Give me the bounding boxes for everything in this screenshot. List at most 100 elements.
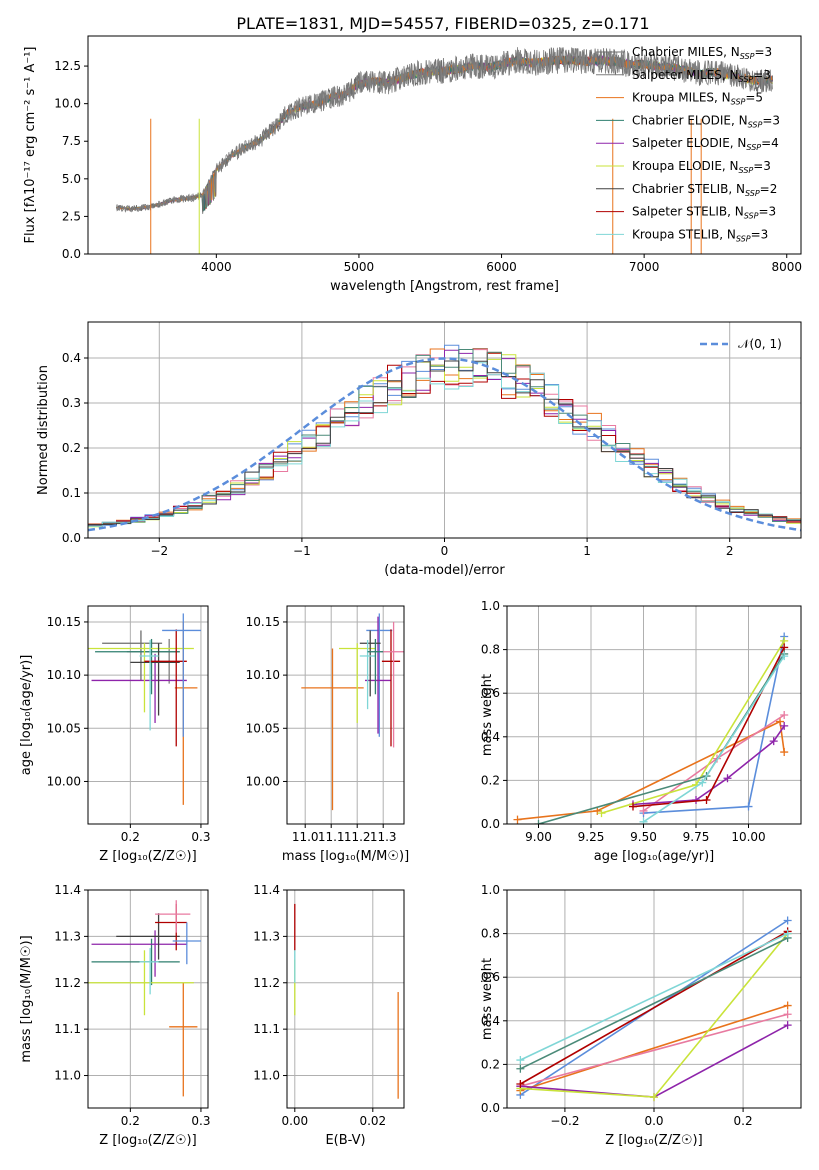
x-tick-label: 4000 [201,260,232,274]
legend-count: =3 [762,113,780,127]
legend-count: =4 [761,136,779,150]
plot-area [301,613,404,811]
massweight-vs-Z-panel: −0.2 0.0 0.2 0.0 0.2 0.4 0.6 0.8 1.0 Z [log₁₀(Z/Z… [480,883,802,1148]
plot-area [88,344,801,532]
x-tick-label: 11.1 [318,830,345,844]
y-tick-label: 10.15 [246,615,280,629]
y-tick-label: 10.0 [54,97,81,111]
legend-subscript: SSP [736,234,751,243]
mass-weight-marker [629,802,637,811]
spectrum-legend: Chabrier MILES, NSSP=3 Salpeter MILES, NS… [596,45,780,243]
y-tick-label: 0.0 [481,817,500,831]
x-tick-label: 11.3 [370,830,397,844]
y-tick-label: 5.0 [62,172,81,186]
mass-weight-marker [516,1064,525,1073]
legend-count: =2 [760,182,778,196]
y-tick-label: 10.05 [246,721,280,735]
spectrum-line [116,47,773,212]
mass-weight-marker [513,815,522,824]
axes-frame [87,889,209,1109]
x-tick-label: 0.2 [121,1114,140,1128]
mass-weight-line [520,1004,788,1092]
y-tick-label: 11.4 [54,883,81,897]
y-tick-label: 11.3 [253,929,280,943]
legend-subscript: SSP [739,166,754,175]
mass-weight-line [517,720,785,821]
mass-weight-marker [516,1056,525,1065]
y-tick-label: 0.4 [481,1014,500,1028]
y-tick-label: 11.1 [54,1022,81,1036]
x-tick-label: 0 [441,544,449,558]
mass-weight-marker [783,929,792,938]
mass-weight-marker [639,817,648,824]
y-tick-label: 0.2 [481,1057,500,1071]
axes-frame [87,321,802,539]
plot-area [294,903,399,1099]
y-tick-label: 2.5 [62,209,81,223]
x-tick-label: 6000 [486,260,517,274]
axes-frame [286,605,405,825]
y-tick-label: 0.4 [481,730,500,744]
mass-weight-marker [744,802,753,811]
x-axis-label: Z [log₁₀(Z/Z☉)] [99,1133,196,1148]
axes-frame [506,605,802,825]
histogram-series [88,354,801,528]
x-tick-label: 0.0 [644,1114,663,1128]
mass-weight-marker [769,737,778,746]
spectrum-panel: 4000 5000 6000 7000 8000 0.0 2.5 5.0 7.5 10.0 12.5… [23,35,802,294]
x-axis-label: mass [log₁₀(M/M☉)] [282,849,409,864]
y-tick-label: 0.2 [62,441,81,455]
legend-entry: Chabrier STELIB, NSSP=2 [632,182,777,198]
y-tick-label: 0.0 [481,1101,500,1115]
y-tick-label: 0.3 [62,396,81,410]
legend-entry: Chabrier ELODIE, NSSP=3 [632,113,780,129]
y-tick-label: 10.00 [246,774,280,788]
y-axis-label: age [log₁₀(age/yr)] [19,655,34,776]
y-tick-label: 10.15 [47,615,81,629]
y-axis-label: mass weight [480,958,495,1040]
x-tick-label: 1 [583,544,591,558]
legend-entry: Kroupa MILES, NSSP=5 [632,91,763,107]
x-tick-label: 11.2 [344,830,371,844]
age-vs-Z-panel: 0.2 0.3 10.00 10.05 10.10 10.15 Z [log₁₀(Z/Z☉)… [19,605,210,864]
mass-weight-line [601,640,785,814]
mass-weight-line [520,932,788,1061]
histogram-series [88,360,801,526]
x-tick-label: 9.25 [578,830,605,844]
y-tick-label: 0.0 [62,531,81,545]
y-tick-label: 0.4 [62,351,81,365]
y-axis-label: mass weight [480,674,495,756]
y-tick-label: 10.10 [47,668,81,682]
x-tick-label: 0.3 [191,830,210,844]
x-axis-label: Z [log₁₀(Z/Z☉)] [605,1133,702,1148]
legend-count: =3 [754,45,772,59]
x-tick-label: 11.0 [292,830,319,844]
y-tick-label: 11.2 [54,976,81,990]
legend-entry: Salpeter ELODIE, NSSP=4 [632,136,779,152]
legend-count: =3 [753,68,771,82]
y-tick-label: 10.00 [47,774,81,788]
mass-weight-marker [639,806,648,815]
massweight-vs-age-panel: 9.00 9.25 9.50 9.75 10.00 0.0 0.2 0.4 0.6 0.8 1.0 a… [480,599,802,864]
legend-entry: Kroupa ELODIE, NSSP=3 [632,159,771,175]
mass-vs-Z-panel: 0.2 0.3 11.0 11.1 11.2 11.3 11.4 Z [log₁₀(Z/Z☉)… [19,883,210,1148]
x-tick-label: −0.2 [550,1114,579,1128]
x-tick-label: 2 [726,544,734,558]
y-tick-label: 1.0 [481,599,500,613]
y-tick-label: 7.5 [62,134,81,148]
mass-weight-marker [783,916,792,925]
y-tick-label: 0.6 [481,686,500,700]
mass-weight-marker [702,796,711,805]
y-axis-label: Normed distribution [36,365,51,495]
legend-subscript: SSP [731,98,746,107]
y-tick-label: 0.1 [62,486,81,500]
mass-weight-marker [723,774,732,783]
x-tick-label: −1 [293,544,311,558]
legend-subscript: SSP [745,189,760,198]
y-tick-label: 11.1 [253,1022,280,1036]
mass-weight-line [520,1013,788,1087]
mass-weight-marker [650,1093,658,1102]
plot-area [88,900,201,1097]
y-tick-label: 11.3 [54,929,81,943]
